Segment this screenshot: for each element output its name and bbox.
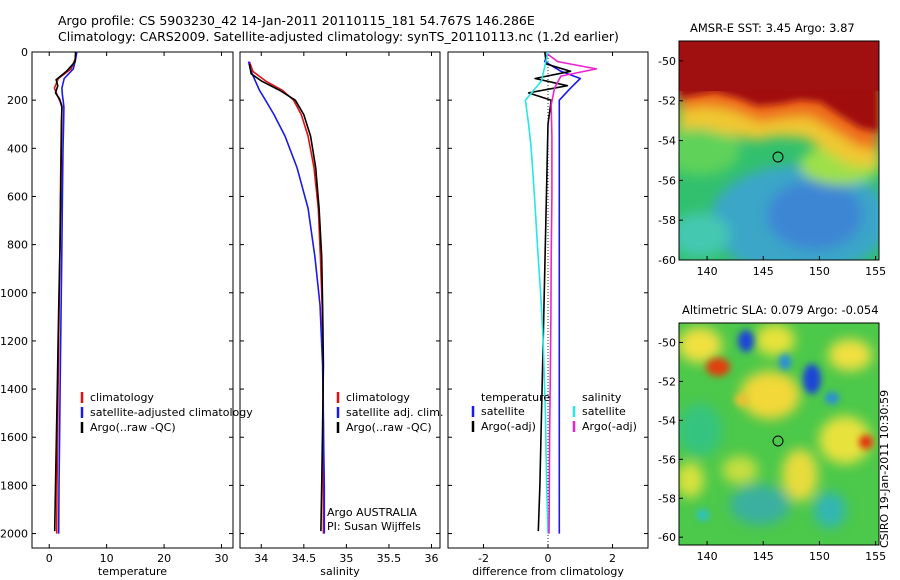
salinity-xtick-label: 34.5: [292, 552, 317, 565]
temperature-xtick-label: 10: [100, 552, 114, 565]
sla-map-ytick-label: -54: [658, 414, 676, 427]
sla-map-ytick-label: -58: [658, 492, 676, 505]
legend-label: Argo(-adj): [582, 420, 637, 433]
sla-map-xtick-label: 155: [865, 550, 886, 563]
sla-map-ytick-label: -60: [658, 531, 676, 544]
profile-title: Argo profile: CS 5903230_42 14-Jan-2011 …: [58, 13, 535, 28]
sla-map-ytick-label: -50: [658, 336, 676, 349]
temperature-xtick-label: 0: [46, 552, 53, 565]
sst-float-marker: [772, 151, 784, 163]
legend-title-salinity: salinity: [582, 391, 622, 404]
float-annotation: Argo AUSTRALIA: [327, 506, 417, 519]
series-climatology: [53, 51, 78, 534]
series-argo-raw-qc-: [248, 63, 325, 532]
series-salinity-argo-adj-: [547, 53, 598, 534]
depth-tick-label: 800: [7, 239, 28, 252]
sst-map-ytick-label: -60: [658, 254, 676, 267]
depth-tick-label: 1400: [0, 383, 28, 396]
sla-map-ytick-label: -52: [658, 375, 676, 388]
depth-tick-label: 0: [21, 46, 28, 59]
depth-tick-label: 400: [7, 142, 28, 155]
temperature-xlabel: temperature: [98, 565, 167, 578]
sst-map-xtick-label: 145: [753, 265, 774, 278]
series-temperature-argo-adj-: [527, 51, 572, 532]
legend-label: satellite adj. clim.: [346, 406, 443, 419]
legend-label: climatology: [346, 391, 410, 404]
difference-xtick-label: 2: [609, 552, 616, 565]
series-climatology: [248, 61, 325, 534]
legend-label: Argo(..raw -QC): [90, 421, 176, 434]
legend-label: Argo(-adj): [481, 420, 536, 433]
sst-map-ytick-label: -52: [658, 95, 676, 108]
sst-map-title: AMSR-E SST: 3.45 Argo: 3.87: [690, 21, 855, 35]
depth-tick-label: 2000: [0, 528, 28, 541]
series-satellite-adj-clim-: [247, 61, 326, 534]
sst-map-ytick-label: -56: [658, 174, 676, 187]
temperature-axes-frame: [31, 51, 234, 549]
series-salinity-satellite: [524, 51, 549, 534]
sla-map-title: Altimetric SLA: 0.079 Argo: -0.054: [682, 303, 879, 317]
legend-label: satellite-adjusted climatology: [90, 406, 253, 419]
depth-tick-label: 600: [7, 190, 28, 203]
depth-tick-label: 200: [7, 94, 28, 107]
temperature-panel: 0 10 20 30 0 200 400 600 800 1000 1200 1400 1600 1800…: [0, 46, 253, 578]
depth-tick-label: 1800: [0, 479, 28, 492]
series-argo-raw-qc-: [53, 51, 77, 532]
sst-map: 140 145 150 155 -50 -52 -54 -56 -58 -60: [658, 40, 886, 278]
difference-xlabel: difference from climatology: [472, 565, 624, 578]
sla-map-xtick-label: 140: [697, 550, 718, 563]
sla-map: 140 145 150 155 -50 -52 -54 -56 -58 -60: [658, 322, 886, 563]
sst-field: [679, 41, 879, 260]
sla-float-marker: [772, 435, 784, 447]
sla-field: [679, 323, 879, 545]
salinity-xlabel: salinity: [320, 565, 360, 578]
sst-map-ytick-label: -54: [658, 135, 676, 148]
series-satellite-adjusted-climatology: [57, 51, 78, 534]
legend-label: climatology: [90, 391, 154, 404]
salinity-xtick-label: 35.5: [377, 552, 402, 565]
salinity-xtick-label: 36: [424, 552, 438, 565]
sst-map-xtick-label: 140: [697, 265, 718, 278]
sst-map-xtick-label: 155: [865, 265, 886, 278]
temperature-xtick-label: 20: [157, 552, 171, 565]
sst-map-xtick-label: 150: [809, 265, 830, 278]
temperature-xtick-label: 30: [215, 552, 229, 565]
legend-label: Argo(..raw -QC): [346, 421, 432, 434]
salinity-axes-frame: [239, 51, 441, 549]
sst-map-ytick-label: -50: [658, 55, 676, 68]
sst-map-ytick-label: -58: [658, 214, 676, 227]
salinity-panel: 34 34.5 35 35.5 36 salinity climatology satelli…: [239, 51, 443, 578]
legend-label: satellite: [582, 405, 626, 418]
climatology-title: Climatology: CARS2009. Satellite-adjuste…: [58, 29, 619, 44]
float-annotation: PI: Susan Wijffels: [327, 520, 421, 533]
difference-xtick-label: 0: [545, 552, 552, 565]
difference-xtick-label: -2: [478, 552, 489, 565]
sla-map-xtick-label: 150: [809, 550, 830, 563]
salinity-xtick-label: 34: [254, 552, 268, 565]
sla-map-xtick-label: 145: [753, 550, 774, 563]
legend-title-temperature: temperature: [481, 391, 550, 404]
depth-tick-label: 1600: [0, 431, 28, 444]
legend-label: satellite: [481, 405, 525, 418]
sla-map-ytick-label: -56: [658, 453, 676, 466]
depth-tick-label: 1200: [0, 335, 28, 348]
salinity-xtick-label: 35: [339, 552, 353, 565]
depth-tick-label: 1000: [0, 287, 28, 300]
